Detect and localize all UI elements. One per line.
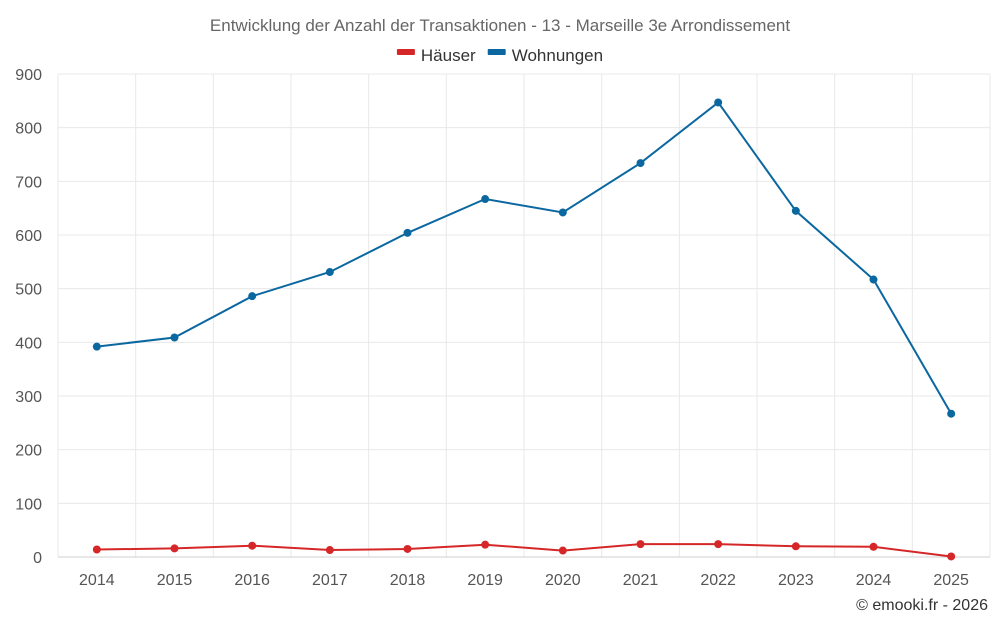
y-tick-label: 0 — [33, 550, 42, 567]
y-tick-label: 800 — [15, 121, 42, 138]
x-tick-label: 2015 — [157, 572, 193, 589]
y-tick-label: 400 — [15, 335, 42, 352]
chart-title: Entwicklung der Anzahl der Transaktionen… — [210, 16, 790, 35]
data-point — [714, 98, 723, 107]
data-point — [714, 540, 723, 549]
y-tick-label: 100 — [15, 496, 42, 513]
y-tick-label: 300 — [15, 389, 42, 406]
x-tick-label: 2014 — [79, 572, 115, 589]
y-tick-label: 700 — [15, 174, 42, 191]
data-point — [558, 208, 567, 217]
data-point — [170, 544, 179, 553]
legend-swatch-haeuser — [396, 49, 415, 55]
x-axis: 2014 2015 2016 2017 2018 2019 2020 2021 2022 2023… — [79, 572, 969, 589]
y-tick-label: 500 — [15, 282, 42, 299]
x-tick-label: 2018 — [390, 572, 426, 589]
data-point — [791, 206, 800, 215]
x-tick-label: 2025 — [933, 572, 969, 589]
series-line-wohnungen — [96, 100, 953, 415]
y-tick-label: 900 — [15, 67, 42, 84]
x-tick-label: 2019 — [467, 572, 503, 589]
gridlines — [57, 73, 991, 558]
x-tick-label: 2022 — [700, 572, 736, 589]
legend-label: Häuser — [421, 46, 476, 65]
x-tick-label: 2021 — [623, 572, 659, 589]
credit-text: © emooki.fr - 2026 — [856, 597, 988, 614]
data-point — [791, 542, 800, 551]
y-tick-label: 200 — [15, 443, 42, 460]
x-tick-label: 2017 — [312, 572, 348, 589]
x-tick-label: 2020 — [545, 572, 581, 589]
y-tick-label: 600 — [15, 228, 42, 245]
data-point — [92, 342, 101, 351]
x-tick-label: 2024 — [856, 572, 892, 589]
data-point — [558, 546, 567, 555]
data-point — [947, 552, 956, 561]
x-tick-label: 2016 — [234, 572, 270, 589]
y-axis: 0 100 200 300 400 500 600 700 800 900 — [15, 67, 42, 567]
data-point — [481, 195, 490, 204]
data-point — [92, 545, 101, 554]
data-point — [481, 540, 490, 549]
legend: Häuser Wohnungen — [396, 46, 603, 65]
data-point — [869, 275, 878, 284]
x-tick-label: 2023 — [778, 572, 814, 589]
legend-label: Wohnungen — [512, 46, 603, 65]
data-point — [869, 542, 878, 551]
data-point — [636, 159, 645, 168]
data-point — [325, 268, 334, 277]
legend-swatch-wohnungen — [487, 49, 506, 55]
data-point — [170, 333, 179, 342]
series-group — [92, 98, 956, 561]
data-point — [248, 292, 257, 301]
data-point — [636, 540, 645, 549]
data-point — [325, 546, 334, 555]
data-point — [403, 228, 412, 237]
series-line-haeuser — [96, 543, 952, 558]
data-point — [248, 541, 257, 550]
data-point — [947, 409, 956, 418]
data-point — [403, 544, 412, 553]
